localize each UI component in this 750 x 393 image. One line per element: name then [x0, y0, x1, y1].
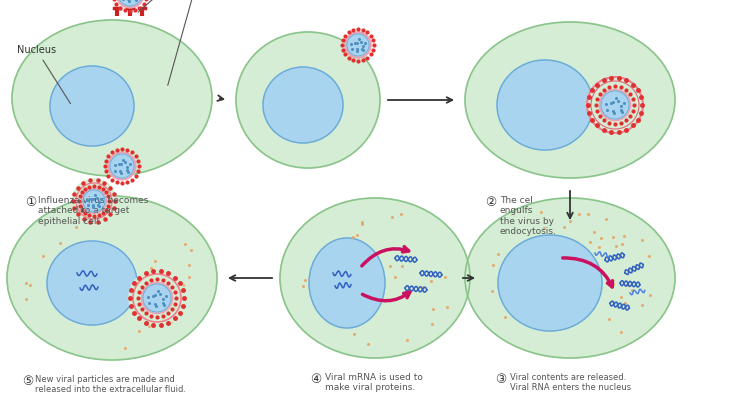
Circle shape [118, 0, 142, 6]
Circle shape [143, 284, 171, 312]
Ellipse shape [280, 198, 470, 358]
Ellipse shape [47, 241, 137, 325]
Text: Viral contents are released.
Viral RNA enters the nucleus
where it is replicated: Viral contents are released. Viral RNA e… [510, 373, 632, 393]
Ellipse shape [465, 198, 675, 358]
Circle shape [129, 270, 185, 326]
Circle shape [83, 190, 105, 212]
Text: Influenza virus: Influenza virus [0, 392, 1, 393]
Circle shape [116, 0, 144, 8]
Ellipse shape [50, 66, 134, 146]
Text: ②: ② [485, 196, 496, 209]
Text: The cel
engulfs
the virus by
endocytosis.: The cel engulfs the virus by endocytosis… [500, 196, 556, 236]
Text: ⑤: ⑤ [22, 375, 33, 388]
Text: ①: ① [25, 196, 36, 209]
Text: ③: ③ [495, 373, 506, 386]
Text: Nucleus: Nucleus [17, 45, 70, 104]
Circle shape [599, 90, 631, 121]
Ellipse shape [12, 20, 212, 176]
Circle shape [587, 77, 643, 133]
Circle shape [82, 189, 106, 213]
Text: ④: ④ [310, 373, 321, 386]
Circle shape [108, 152, 136, 180]
Text: Receptor: Receptor [138, 0, 198, 12]
Ellipse shape [7, 196, 217, 360]
Ellipse shape [465, 22, 675, 178]
Text: New viral particles are made and
released into the extracellular fluid.
The cell: New viral particles are made and release… [35, 375, 197, 393]
Text: Epithelial cell: Epithelial cell [162, 0, 227, 85]
Text: Viral mRNA is used to
make viral proteins.: Viral mRNA is used to make viral protein… [325, 373, 423, 392]
Circle shape [601, 91, 629, 119]
Ellipse shape [236, 32, 380, 168]
Circle shape [345, 32, 371, 58]
Ellipse shape [309, 238, 385, 328]
Text: Influenza virus becomes
attached to a target
epithelial cell.: Influenza virus becomes attached to a ta… [38, 196, 148, 226]
Ellipse shape [497, 60, 593, 150]
Circle shape [347, 34, 369, 56]
Circle shape [110, 154, 134, 178]
Circle shape [142, 283, 172, 314]
Circle shape [72, 179, 116, 223]
Ellipse shape [263, 67, 343, 143]
Ellipse shape [498, 235, 602, 331]
